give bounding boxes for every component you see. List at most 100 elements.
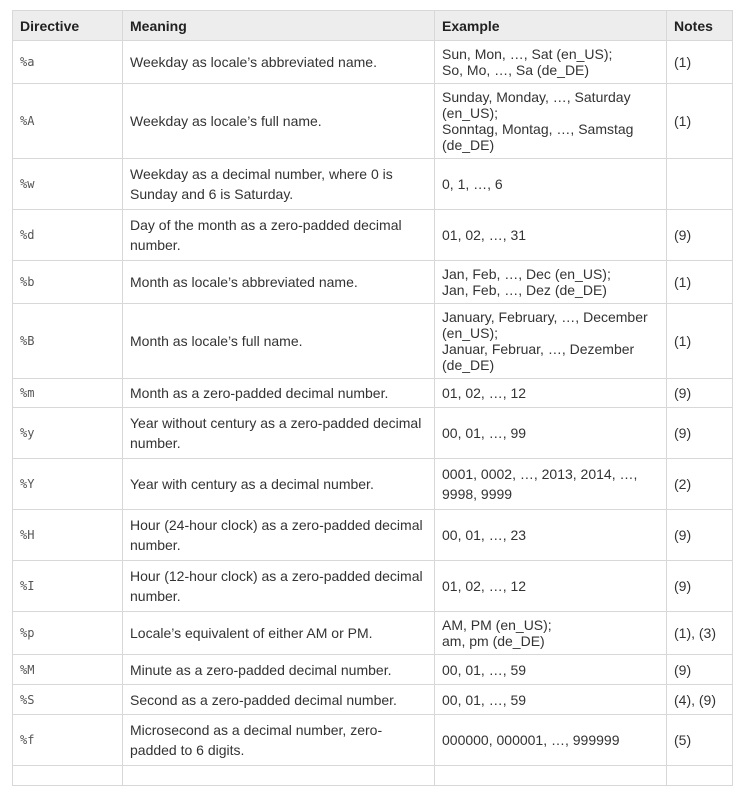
table-row: %Y Year with century as a decimal number…: [12, 458, 733, 510]
directive-cell: %S: [12, 684, 123, 715]
table-row: %w Weekday as a decimal number, where 0 …: [12, 158, 733, 210]
directive-cell: %Y: [12, 458, 123, 510]
header-meaning: Meaning: [122, 10, 435, 41]
header-row: Directive Meaning Example Notes: [12, 10, 733, 41]
example-line: Jan, Feb, …, Dec (en_US);: [442, 266, 611, 282]
meaning-cell: Hour (12-hour clock) as a zero-padded de…: [122, 560, 435, 612]
example-line: Januar, Februar, …, Dezember: [442, 341, 635, 357]
notes-cell: (9): [666, 509, 733, 561]
partial-cell: [434, 765, 667, 786]
table-row: %p Locale’s equivalent of either AM or P…: [12, 611, 733, 655]
meaning-cell: Second as a zero-padded decimal number.: [122, 684, 435, 715]
example-line: am, pm (de_DE): [442, 633, 545, 649]
notes-cell: (9): [666, 378, 733, 408]
example-cell: 00, 01, …, 99: [434, 407, 667, 459]
example-line: Sunday, Monday, …, Saturday: [442, 89, 631, 105]
example-line: Sonntag, Montag, …, Samstag: [442, 121, 634, 137]
example-cell: Jan, Feb, …, Dec (en_US); Jan, Feb, …, D…: [434, 260, 667, 304]
meaning-cell: Month as locale’s full name.: [122, 303, 435, 379]
directive-cell: %B: [12, 303, 123, 379]
meaning-cell: Minute as a zero-padded decimal number.: [122, 654, 435, 685]
example-cell: 0, 1, …, 6: [434, 158, 667, 210]
example-line: (en_US);: [442, 105, 499, 121]
example-line: 00, 01, …, 99: [442, 425, 527, 441]
example-cell: 01, 02, …, 12: [434, 378, 667, 408]
directive-cell: %f: [12, 714, 123, 766]
table-row: %b Month as locale’s abbreviated name. J…: [12, 260, 733, 304]
table-row: %f Microsecond as a decimal number, zero…: [12, 714, 733, 766]
example-line: 0, 1, …, 6: [442, 176, 503, 192]
table-row-partial: [12, 765, 733, 786]
meaning-cell: Weekday as locale’s full name.: [122, 83, 435, 159]
notes-cell: (1): [666, 303, 733, 379]
table-body: %a Weekday as locale’s abbreviated name.…: [12, 40, 733, 786]
directive-cell: %M: [12, 654, 123, 685]
table-row: %S Second as a zero-padded decimal numbe…: [12, 684, 733, 715]
directive-cell: %w: [12, 158, 123, 210]
example-line: 000000, 000001, …, 999999: [442, 732, 620, 748]
example-line: 0001, 0002, …, 2013, 2014, …,: [442, 466, 638, 482]
table-row: %M Minute as a zero-padded decimal numbe…: [12, 654, 733, 685]
example-line: AM, PM (en_US);: [442, 617, 552, 633]
table-header: Directive Meaning Example Notes: [12, 10, 733, 41]
notes-cell: (9): [666, 407, 733, 459]
partial-cell: [666, 765, 733, 786]
meaning-cell: Locale’s equivalent of either AM or PM.: [122, 611, 435, 655]
meaning-cell: Day of the month as a zero-padded decima…: [122, 209, 435, 261]
table-row: %H Hour (24-hour clock) as a zero-padded…: [12, 509, 733, 561]
notes-cell: (2): [666, 458, 733, 510]
partial-cell: [122, 765, 435, 786]
meaning-cell: Month as locale’s abbreviated name.: [122, 260, 435, 304]
directive-cell: %A: [12, 83, 123, 159]
meaning-cell: Microsecond as a decimal number, zero-pa…: [122, 714, 435, 766]
example-cell: Sunday, Monday, …, Saturday (en_US); Son…: [434, 83, 667, 159]
partial-cell: [12, 765, 123, 786]
meaning-cell: Hour (24-hour clock) as a zero-padded de…: [122, 509, 435, 561]
table-row: %d Day of the month as a zero-padded dec…: [12, 209, 733, 261]
notes-cell: (9): [666, 560, 733, 612]
example-line: 01, 02, …, 31: [442, 227, 527, 243]
example-line: (de_DE): [442, 137, 495, 153]
meaning-cell: Year without century as a zero-padded de…: [122, 407, 435, 459]
notes-cell: (9): [666, 209, 733, 261]
directive-cell: %d: [12, 209, 123, 261]
example-cell: 01, 02, …, 31: [434, 209, 667, 261]
notes-cell: [666, 158, 733, 210]
example-cell: January, February, …, December (en_US); …: [434, 303, 667, 379]
example-line: 9998, 9999: [442, 486, 513, 502]
format-codes-table-container: Directive Meaning Example Notes %a Weekd…: [12, 10, 733, 786]
example-cell: 000000, 000001, …, 999999: [434, 714, 667, 766]
meaning-cell: Month as a zero-padded decimal number.: [122, 378, 435, 408]
example-line: Sun, Mon, …, Sat (en_US);: [442, 46, 613, 62]
example-line: Jan, Feb, …, Dez (de_DE): [442, 282, 607, 298]
example-line: January, February, …, December: [442, 309, 648, 325]
example-cell: 00, 01, …, 59: [434, 684, 667, 715]
notes-cell: (1): [666, 83, 733, 159]
example-line: 00, 01, …, 59: [442, 661, 527, 678]
example-cell: 0001, 0002, …, 2013, 2014, …, 9998, 9999: [434, 458, 667, 510]
directive-cell: %m: [12, 378, 123, 408]
example-line: 00, 01, …, 23: [442, 527, 527, 543]
example-cell: 01, 02, …, 12: [434, 560, 667, 612]
meaning-cell: Year with century as a decimal number.: [122, 458, 435, 510]
directive-cell: %p: [12, 611, 123, 655]
example-line: (de_DE): [442, 357, 495, 373]
example-line: 01, 02, …, 12: [442, 578, 527, 594]
example-cell: 00, 01, …, 59: [434, 654, 667, 685]
table-row: %B Month as locale’s full name. January,…: [12, 303, 733, 379]
table-row: %I Hour (12-hour clock) as a zero-padded…: [12, 560, 733, 612]
format-codes-table: Directive Meaning Example Notes %a Weekd…: [12, 10, 733, 786]
directive-cell: %I: [12, 560, 123, 612]
notes-cell: (1): [666, 260, 733, 304]
table-row: %a Weekday as locale’s abbreviated name.…: [12, 40, 733, 84]
notes-cell: (4), (9): [666, 684, 733, 715]
directive-cell: %b: [12, 260, 123, 304]
example-line: So, Mo, …, Sa (de_DE): [442, 62, 590, 78]
directive-cell: %y: [12, 407, 123, 459]
example-line: 00, 01, …, 59: [442, 691, 527, 708]
example-cell: Sun, Mon, …, Sat (en_US); So, Mo, …, Sa …: [434, 40, 667, 84]
meaning-cell: Weekday as a decimal number, where 0 is …: [122, 158, 435, 210]
example-cell: AM, PM (en_US); am, pm (de_DE): [434, 611, 667, 655]
example-line: (en_US);: [442, 325, 499, 341]
directive-cell: %a: [12, 40, 123, 84]
